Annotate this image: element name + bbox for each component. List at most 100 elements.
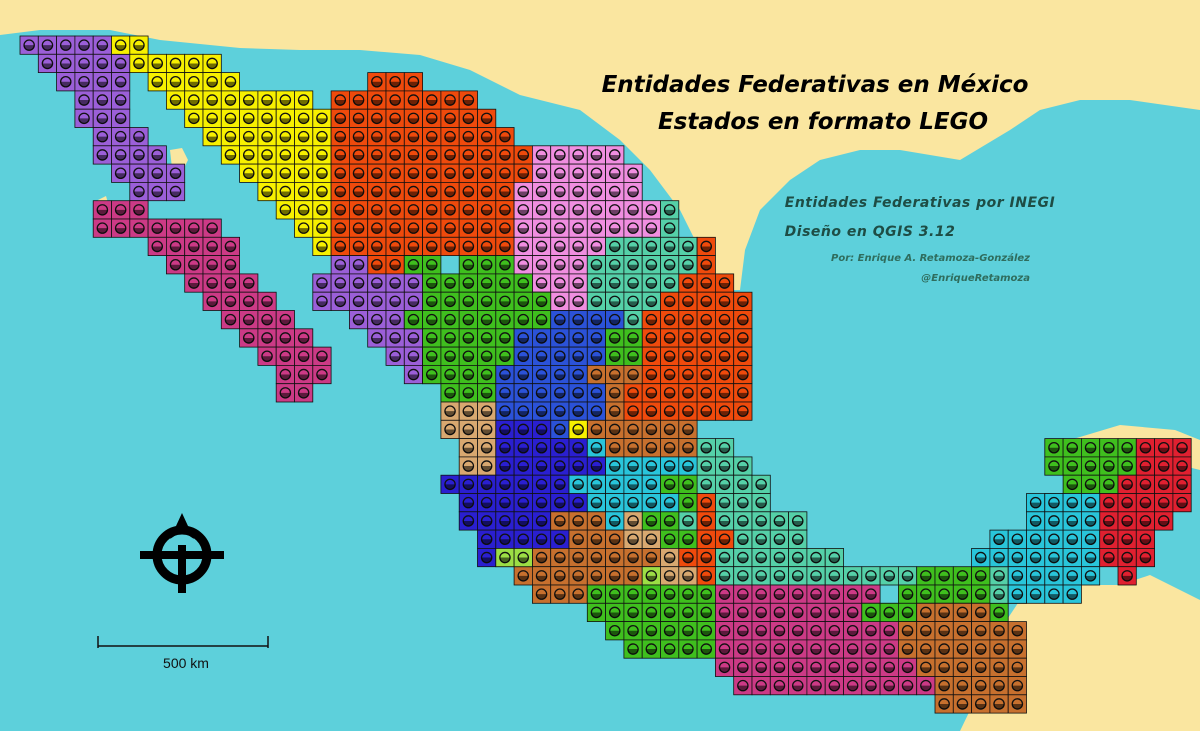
lego-stud-shadow — [847, 575, 858, 581]
lego-stud-shadow — [792, 649, 803, 655]
lego-stud-shadow — [225, 154, 236, 161]
source-line: Entidades Federativas por INEGI — [785, 195, 1055, 211]
lego-stud-shadow — [188, 228, 199, 234]
lego-stud-shadow — [225, 136, 236, 142]
lego-stud-shadow — [975, 575, 986, 581]
lego-stud-shadow — [1012, 703, 1023, 710]
lego-stud-shadow — [701, 612, 712, 618]
lego-stud-shadow — [719, 337, 730, 344]
lego-stud-shadow — [1158, 502, 1169, 508]
lego-stud-shadow — [573, 374, 584, 380]
lego-stud-shadow — [1067, 484, 1078, 490]
lego-stud-shadow — [408, 209, 419, 215]
lego-stud-shadow — [939, 649, 950, 655]
lego-stud-shadow — [280, 100, 291, 106]
lego-stud-shadow — [682, 575, 694, 581]
lego-stud-shadow — [756, 502, 767, 508]
lego-stud-shadow — [591, 594, 602, 600]
lego-stud-shadow — [682, 337, 694, 344]
lego-stud-shadow — [1048, 466, 1060, 472]
lego-stud-shadow — [353, 246, 364, 252]
lego-stud-shadow — [390, 118, 401, 124]
lego-stud-shadow — [243, 283, 254, 289]
lego-stud-shadow — [701, 466, 712, 472]
lego-stud-shadow — [1103, 484, 1114, 490]
lego-stud-shadow — [207, 264, 218, 270]
lego-stud-shadow — [115, 154, 126, 161]
lego-stud-shadow — [920, 685, 931, 691]
lego-stud-shadow — [701, 374, 712, 380]
lego-stud-shadow — [737, 319, 748, 325]
lego-stud-shadow — [920, 575, 931, 581]
lego-stud-shadow — [975, 703, 986, 710]
lego-stud-shadow — [243, 136, 254, 142]
lego-stud-shadow — [646, 575, 657, 581]
lego-stud-shadow — [664, 264, 675, 270]
lego-stud-shadow — [298, 392, 309, 398]
lego-stud-shadow — [408, 264, 419, 270]
lego-stud-shadow — [463, 264, 474, 270]
lego-stud-shadow — [1103, 447, 1114, 453]
lego-stud-shadow — [518, 575, 529, 581]
lego-stud-shadow — [390, 173, 401, 179]
lego-stud-shadow — [701, 356, 712, 362]
lego-stud-shadow — [78, 63, 90, 69]
lego-stud-shadow — [573, 520, 584, 527]
lego-stud-shadow — [316, 246, 328, 252]
lego-stud-shadow — [353, 154, 364, 161]
lego-stud-shadow — [682, 447, 694, 453]
lego-stud-shadow — [573, 392, 584, 398]
lego-stud-shadow — [170, 246, 181, 252]
lego-stud-shadow — [390, 283, 401, 289]
lego-stud-shadow — [939, 575, 950, 581]
lego-stud-shadow — [390, 209, 401, 215]
lego-stud-shadow — [756, 520, 767, 527]
lego-stud-shadow — [316, 228, 328, 234]
lego-stud-shadow — [884, 575, 895, 581]
lego-stud-shadow — [591, 301, 602, 307]
lego-stud-shadow — [152, 228, 163, 234]
lego-stud-shadow — [426, 319, 437, 325]
lego-stud-shadow — [682, 319, 694, 325]
lego-stud-shadow — [810, 575, 822, 581]
lego-stud-shadow — [664, 374, 675, 380]
lego-stud-shadow — [426, 118, 437, 124]
lego-stud-shadow — [97, 45, 108, 51]
lego-stud-shadow — [682, 283, 694, 289]
lego-stud-shadow — [298, 209, 309, 215]
lego-stud-shadow — [97, 136, 108, 142]
lego-stud-shadow — [426, 209, 437, 215]
lego-stud-shadow — [609, 191, 620, 197]
title-line-1: Entidades Federativas en México — [602, 72, 1029, 98]
lego-stud-shadow — [627, 356, 639, 362]
lego-stud-shadow — [865, 594, 877, 600]
lego-stud-shadow — [719, 502, 730, 508]
lego-stud-shadow — [207, 301, 218, 307]
lego-stud-shadow — [536, 429, 547, 435]
lego-stud-shadow — [243, 118, 254, 124]
lego-stud-shadow — [1030, 520, 1041, 527]
lego-stud-shadow — [682, 392, 694, 398]
lego-stud-shadow — [1103, 502, 1114, 508]
lego-stud-shadow — [756, 667, 767, 673]
lego-stud-shadow — [133, 191, 145, 197]
lego-stud-shadow — [957, 612, 968, 618]
lego-stud-shadow — [133, 63, 145, 69]
lego-stud-shadow — [188, 100, 199, 106]
lego-stud-shadow — [591, 337, 602, 344]
lego-stud-shadow — [627, 228, 639, 234]
lego-stud-shadow — [426, 246, 437, 252]
lego-stud-shadow — [975, 649, 986, 655]
lego-stud-shadow — [536, 173, 547, 179]
lego-stud-shadow — [353, 228, 364, 234]
lego-stud-shadow — [371, 118, 382, 124]
lego-stud-shadow — [1067, 539, 1078, 545]
lego-stud-shadow — [390, 81, 401, 87]
lego-stud-shadow — [719, 520, 730, 527]
lego-stud-shadow — [774, 685, 785, 691]
lego-stud-shadow — [737, 301, 748, 307]
lego-stud-shadow — [939, 667, 950, 673]
lego-stud-shadow — [719, 667, 730, 673]
lego-stud-shadow — [554, 246, 565, 252]
lego-stud-shadow — [573, 484, 584, 490]
